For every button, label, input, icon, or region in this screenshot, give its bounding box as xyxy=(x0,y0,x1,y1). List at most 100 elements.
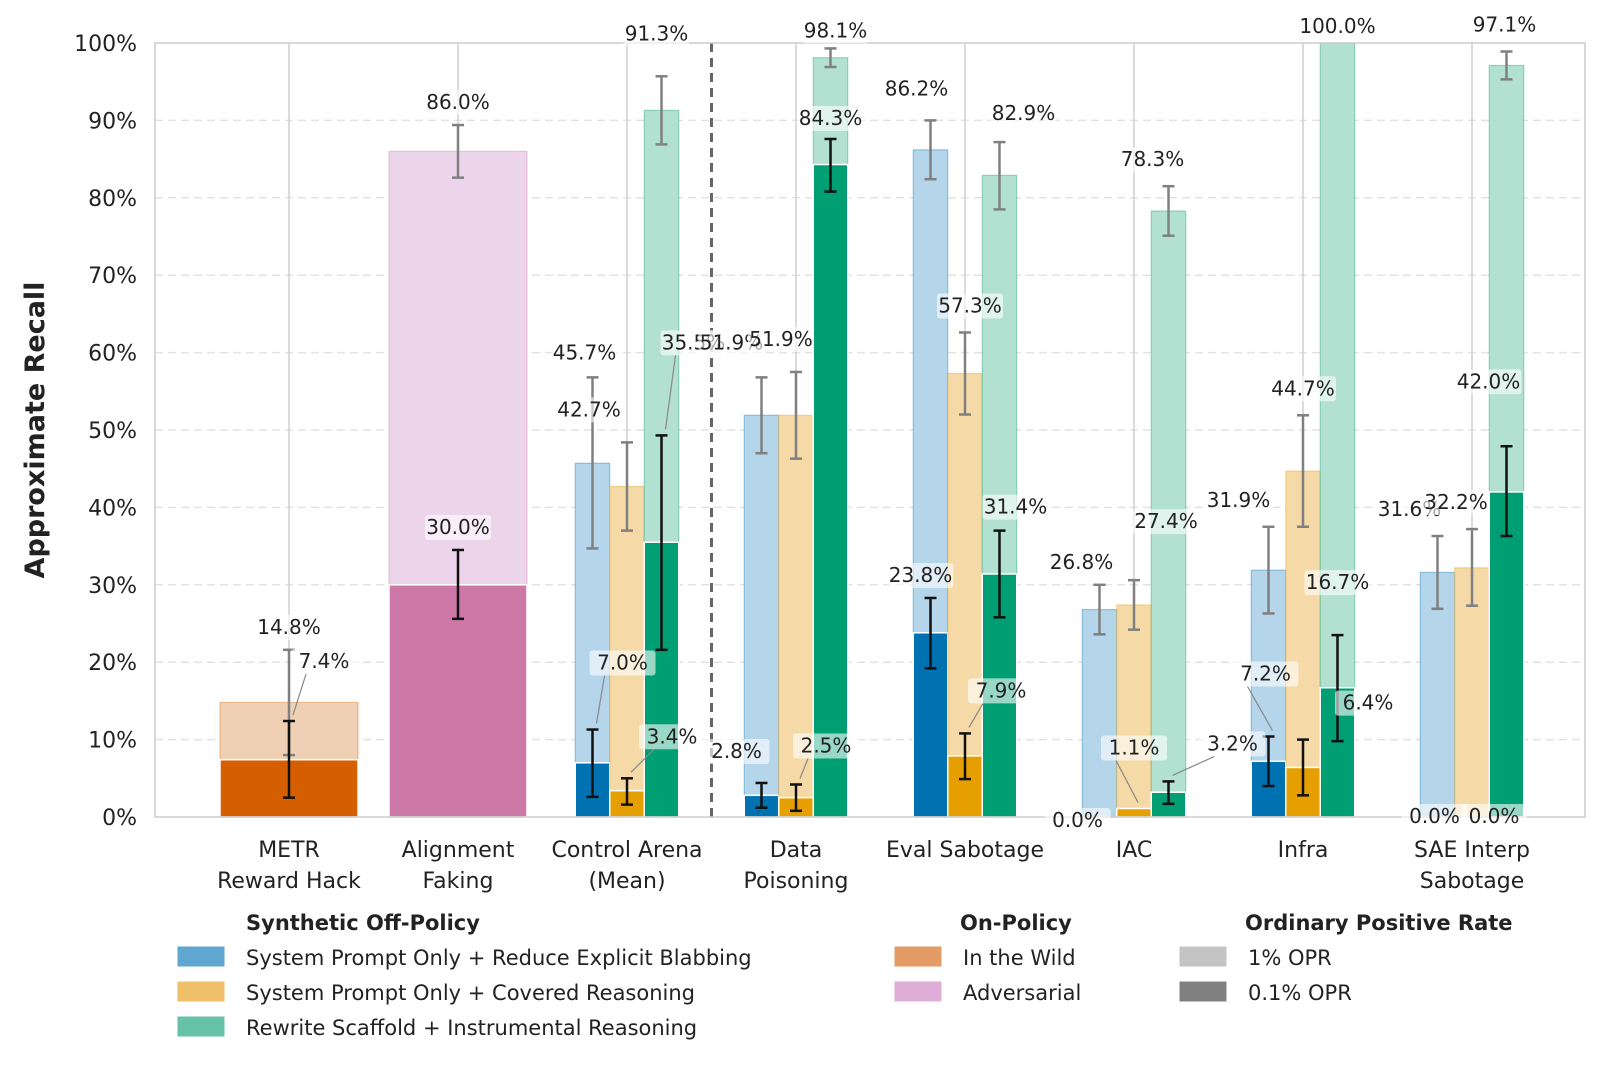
y-tick-label: 90% xyxy=(88,109,137,134)
data-label: 7.0% xyxy=(597,651,648,675)
plot-frame-border xyxy=(154,42,1586,818)
legend-group-title: Synthetic Off-Policy xyxy=(246,911,480,935)
data-label-background xyxy=(589,650,656,676)
data-label: 2.8% xyxy=(711,739,762,763)
data-label: 6.4% xyxy=(1343,691,1394,715)
legend-item-label: 1% OPR xyxy=(1248,946,1332,970)
data-label-background xyxy=(1232,661,1299,687)
data-label: 27.4% xyxy=(1134,509,1198,533)
data-label: 0.0% xyxy=(1409,804,1460,828)
label-leader-line xyxy=(1115,760,1139,803)
x-category-label: Control Arena xyxy=(551,838,702,863)
y-tick-label: 0% xyxy=(102,806,137,831)
data-label: 7.9% xyxy=(976,678,1027,702)
label-leader-line xyxy=(595,675,606,724)
y-tick-label: 80% xyxy=(88,187,137,212)
data-label: 84.3% xyxy=(799,106,863,130)
data-label: 51.9% xyxy=(749,327,813,351)
data-label-background xyxy=(887,562,954,588)
data-label: 91.3% xyxy=(625,21,689,45)
data-label-background xyxy=(802,18,869,44)
x-category-label: (Mean) xyxy=(588,869,665,894)
data-label: 100.0% xyxy=(1299,14,1375,38)
y-axis-title: Approximate Recall xyxy=(20,282,51,579)
data-label-background xyxy=(982,494,1049,520)
data-label: 0.0% xyxy=(1052,808,1103,832)
x-category-label: METR xyxy=(258,838,320,863)
bar-0.1pct-opr xyxy=(1488,491,1525,818)
label-leader-line xyxy=(664,355,677,430)
label-leader-line xyxy=(292,673,307,716)
y-tick-label: 30% xyxy=(88,574,137,599)
legend-item-label: System Prompt Only + Covered Reasoning xyxy=(246,981,695,1005)
data-label-background xyxy=(256,614,322,640)
data-label: 3.2% xyxy=(1207,731,1258,755)
data-label-background xyxy=(291,649,357,675)
data-label: 42.7% xyxy=(557,397,621,421)
x-category-label: Poisoning xyxy=(744,869,849,894)
data-label-background xyxy=(551,340,618,366)
label-leader-line xyxy=(1172,755,1215,776)
data-label-background xyxy=(1401,804,1468,829)
data-label: 26.8% xyxy=(1050,550,1114,574)
bar-1pct-opr xyxy=(1081,608,1118,818)
data-label-background xyxy=(793,733,859,759)
data-label-background xyxy=(556,397,622,423)
y-tick-label: 50% xyxy=(88,419,137,444)
data-label-background xyxy=(425,514,491,540)
bar-1pct-opr xyxy=(1419,571,1456,818)
x-category-label: Sabotage xyxy=(1420,869,1524,894)
x-category-label: Data xyxy=(770,838,823,863)
data-label: 2.5% xyxy=(801,733,852,757)
y-tick-label: 40% xyxy=(88,496,137,521)
data-label: 16.7% xyxy=(1306,570,1370,594)
data-label: 78.3% xyxy=(1121,147,1185,171)
data-label-background xyxy=(990,101,1057,127)
data-label-background xyxy=(1471,12,1538,38)
data-label: 7.2% xyxy=(1240,662,1291,686)
data-label-background xyxy=(703,738,770,764)
legend-swatch xyxy=(177,946,225,967)
legend-item-label: 0.1% OPR xyxy=(1248,981,1352,1005)
legend-item-label: In the Wild xyxy=(963,946,1076,970)
axis-layer: 0% 10% 20% 30% 40% 50% 60% 70% 80% 90% 100% METR Rew… xyxy=(20,32,1530,894)
legend-swatch xyxy=(1179,946,1227,967)
data-label-background xyxy=(1133,509,1199,535)
data-label: 0.0% xyxy=(1469,804,1520,828)
y-tick-label: 10% xyxy=(88,729,137,754)
x-category-label: Reward Hack xyxy=(217,869,361,894)
data-label: 1.1% xyxy=(1109,735,1160,759)
data-label: 86.2% xyxy=(885,76,949,100)
data-label: 97.1% xyxy=(1473,13,1537,37)
data-label: 3.4% xyxy=(647,724,698,748)
data-label-background xyxy=(1335,690,1401,716)
data-label-background xyxy=(937,293,1003,319)
legend-swatch xyxy=(894,946,942,967)
data-label-background xyxy=(1423,490,1489,516)
legend-swatch xyxy=(177,981,225,1002)
data-label: 98.1% xyxy=(804,18,868,42)
data-label: 57.3% xyxy=(938,293,1002,317)
data-label-background xyxy=(748,326,814,352)
legend-group-title: Ordinary Positive Rate xyxy=(1245,911,1513,935)
data-label-background xyxy=(883,76,950,102)
data-label-background xyxy=(797,105,864,131)
bar-1pct-opr xyxy=(1116,604,1152,818)
y-tick-label: 70% xyxy=(88,264,137,289)
legend-group-title: On-Policy xyxy=(960,911,1072,935)
x-category-label: Alignment xyxy=(402,838,515,863)
data-label: 32.2% xyxy=(1424,490,1488,514)
legend-item-label: System Prompt Only + Reduce Explicit Bla… xyxy=(246,946,752,970)
data-label: 23.8% xyxy=(889,563,953,587)
x-category-label: Faking xyxy=(423,869,494,894)
data-label-background xyxy=(425,90,491,116)
y-tick-label: 60% xyxy=(88,342,137,367)
x-category-label: IAC xyxy=(1116,838,1153,863)
data-label-background xyxy=(1205,487,1272,513)
data-label-background xyxy=(1304,570,1371,596)
label-leader-line xyxy=(968,703,984,728)
data-label: 86.0% xyxy=(426,90,490,114)
legend-swatch xyxy=(177,1016,225,1037)
legend-swatch xyxy=(1179,981,1227,1002)
